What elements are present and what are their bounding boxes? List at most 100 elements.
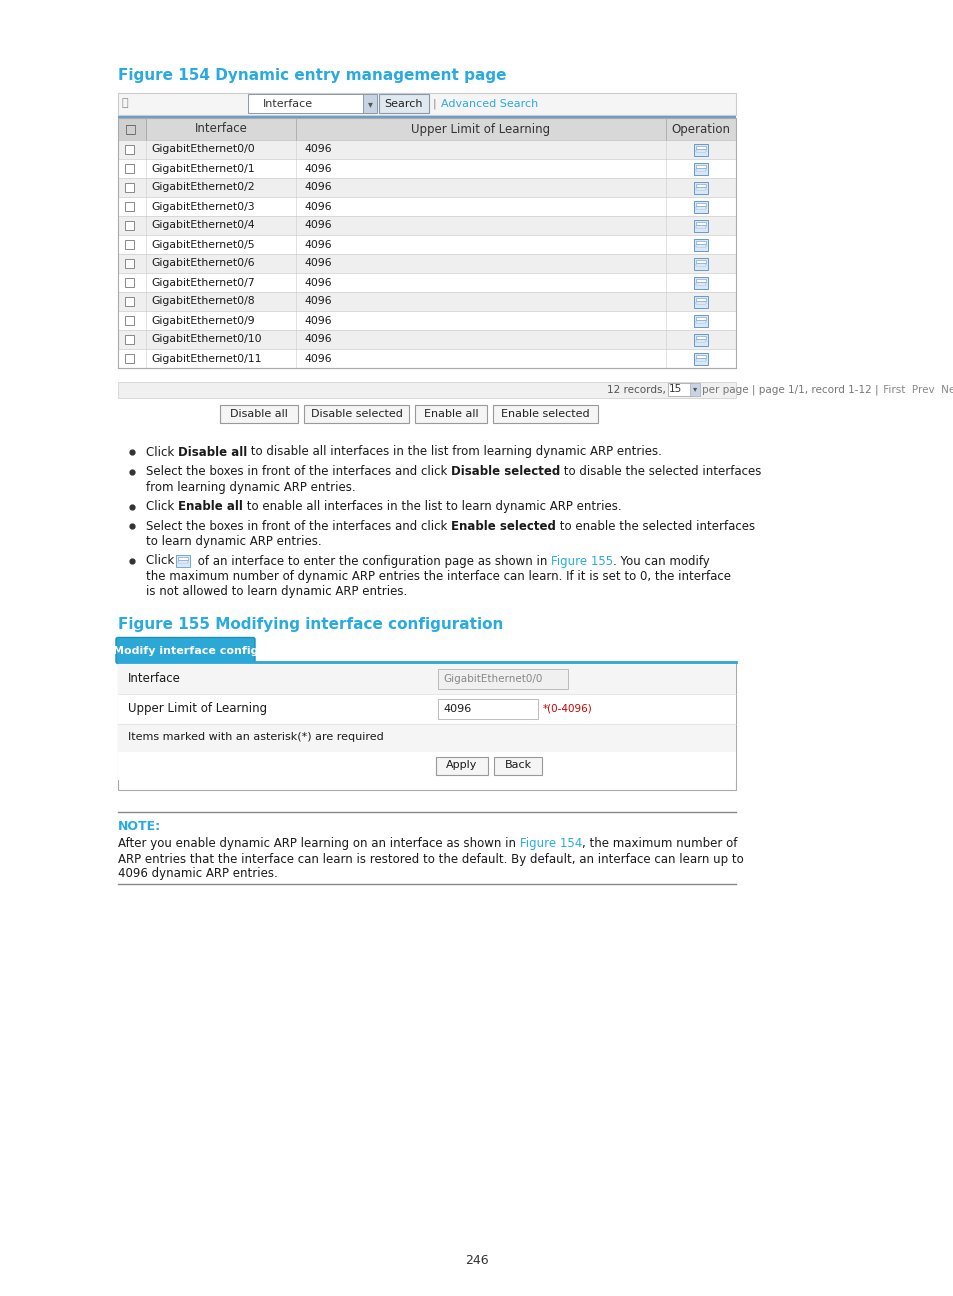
Bar — [696, 241, 705, 244]
Bar — [118, 664, 735, 693]
Bar — [125, 259, 133, 268]
Bar — [693, 315, 707, 327]
Bar — [378, 95, 429, 113]
Text: to enable the selected interfaces: to enable the selected interfaces — [556, 520, 755, 533]
Bar — [494, 757, 541, 775]
Bar — [693, 201, 707, 213]
Text: 4096: 4096 — [304, 144, 332, 154]
Bar — [118, 216, 735, 235]
Text: to disable all interfaces in the list from learning dynamic ARP entries.: to disable all interfaces in the list fr… — [247, 446, 661, 459]
Bar — [667, 384, 691, 397]
Text: Disable all: Disable all — [230, 410, 288, 419]
Text: Click: Click — [146, 446, 178, 459]
Bar — [125, 165, 133, 172]
Text: GigabitEthernet0/10: GigabitEthernet0/10 — [151, 334, 261, 345]
Bar — [493, 404, 598, 422]
Bar — [118, 197, 735, 216]
Text: 246: 246 — [465, 1253, 488, 1266]
Text: First  Prev  Next  Last: First Prev Next Last — [879, 385, 953, 395]
Text: of an interface to enter the configuration page as shown in: of an interface to enter the configurati… — [193, 555, 551, 568]
Bar — [125, 222, 133, 229]
Text: Modify interface config: Modify interface config — [112, 645, 258, 656]
Bar — [696, 206, 705, 209]
Bar — [118, 178, 735, 197]
Text: *(0-4096): *(0-4096) — [542, 704, 592, 714]
Bar — [696, 245, 705, 246]
Bar — [696, 298, 705, 301]
Bar — [696, 149, 705, 152]
Text: Interface: Interface — [128, 673, 181, 686]
Text: GigabitEthernet0/4: GigabitEthernet0/4 — [151, 220, 254, 231]
Bar — [118, 118, 735, 140]
Bar — [696, 340, 705, 342]
Bar — [118, 382, 735, 398]
Bar — [696, 168, 705, 171]
Text: GigabitEthernet0/5: GigabitEthernet0/5 — [151, 240, 254, 250]
Bar — [118, 292, 735, 311]
Text: per page | page 1/1, record 1-12 |: per page | page 1/1, record 1-12 | — [701, 385, 878, 395]
Bar — [118, 349, 735, 368]
Bar — [125, 279, 133, 286]
Bar — [696, 145, 705, 149]
Text: Click: Click — [146, 500, 178, 513]
Bar — [693, 219, 707, 232]
Bar — [689, 384, 700, 397]
Text: Enable all: Enable all — [423, 410, 477, 419]
Text: GigabitEthernet0/3: GigabitEthernet0/3 — [151, 201, 254, 211]
Bar — [118, 118, 146, 140]
Text: GigabitEthernet0/1: GigabitEthernet0/1 — [151, 163, 254, 174]
Text: to enable all interfaces in the list to learn dynamic ARP entries.: to enable all interfaces in the list to … — [243, 500, 620, 513]
Bar — [696, 283, 705, 285]
Text: Advanced Search: Advanced Search — [440, 98, 537, 109]
Bar — [693, 276, 707, 289]
Text: Search: Search — [384, 98, 423, 109]
Bar — [118, 661, 735, 789]
Text: Upper Limit of Learning: Upper Limit of Learning — [411, 123, 550, 136]
Bar — [693, 295, 707, 307]
Bar — [696, 279, 705, 281]
Text: is not allowed to learn dynamic ARP entries.: is not allowed to learn dynamic ARP entr… — [146, 586, 407, 599]
Text: Figure 155 Modifying interface configuration: Figure 155 Modifying interface configura… — [118, 617, 503, 632]
Bar — [696, 320, 705, 323]
Text: 4096 dynamic ARP entries.: 4096 dynamic ARP entries. — [118, 867, 277, 880]
Bar — [696, 316, 705, 320]
FancyBboxPatch shape — [116, 638, 254, 664]
Text: GigabitEthernet0/9: GigabitEthernet0/9 — [151, 315, 254, 325]
Text: Disable all: Disable all — [178, 446, 247, 459]
Bar — [125, 145, 133, 154]
Bar — [696, 259, 705, 263]
Text: Items marked with an asterisk(*) are required: Items marked with an asterisk(*) are req… — [128, 732, 383, 743]
Text: 4096: 4096 — [304, 220, 332, 231]
Text: 4096: 4096 — [304, 183, 332, 193]
Bar — [696, 355, 705, 358]
Bar — [415, 404, 486, 422]
Text: Figure 154 Dynamic entry management page: Figure 154 Dynamic entry management page — [118, 67, 506, 83]
Text: 4096: 4096 — [304, 334, 332, 345]
Text: GigabitEthernet0/6: GigabitEthernet0/6 — [151, 258, 254, 268]
Text: 4096: 4096 — [304, 315, 332, 325]
Bar — [125, 240, 133, 249]
Bar — [363, 95, 376, 113]
Bar — [220, 404, 297, 422]
Bar — [437, 669, 567, 688]
Bar — [436, 757, 488, 775]
Bar — [696, 165, 705, 167]
Text: Figure 155: Figure 155 — [551, 555, 613, 568]
Bar — [696, 202, 705, 206]
Text: ▾: ▾ — [367, 98, 372, 109]
Text: 4096: 4096 — [442, 704, 471, 714]
Text: Interface: Interface — [194, 123, 247, 136]
Text: Enable all: Enable all — [178, 500, 243, 513]
Text: After you enable dynamic ARP learning on an interface as shown in: After you enable dynamic ARP learning on… — [118, 837, 519, 850]
Text: 4096: 4096 — [304, 201, 332, 211]
Bar — [125, 354, 133, 363]
Text: the maximum number of dynamic ARP entries the interface can learn. If it is set : the maximum number of dynamic ARP entrie… — [146, 570, 730, 583]
Text: GigabitEthernet0/11: GigabitEthernet0/11 — [151, 354, 261, 363]
Text: Click: Click — [146, 555, 178, 568]
Text: 4096: 4096 — [304, 354, 332, 363]
Bar — [118, 693, 735, 723]
Text: Upper Limit of Learning: Upper Limit of Learning — [128, 702, 267, 715]
Bar — [118, 254, 735, 273]
Text: ▾: ▾ — [692, 385, 697, 394]
Text: Enable selected: Enable selected — [500, 410, 589, 419]
